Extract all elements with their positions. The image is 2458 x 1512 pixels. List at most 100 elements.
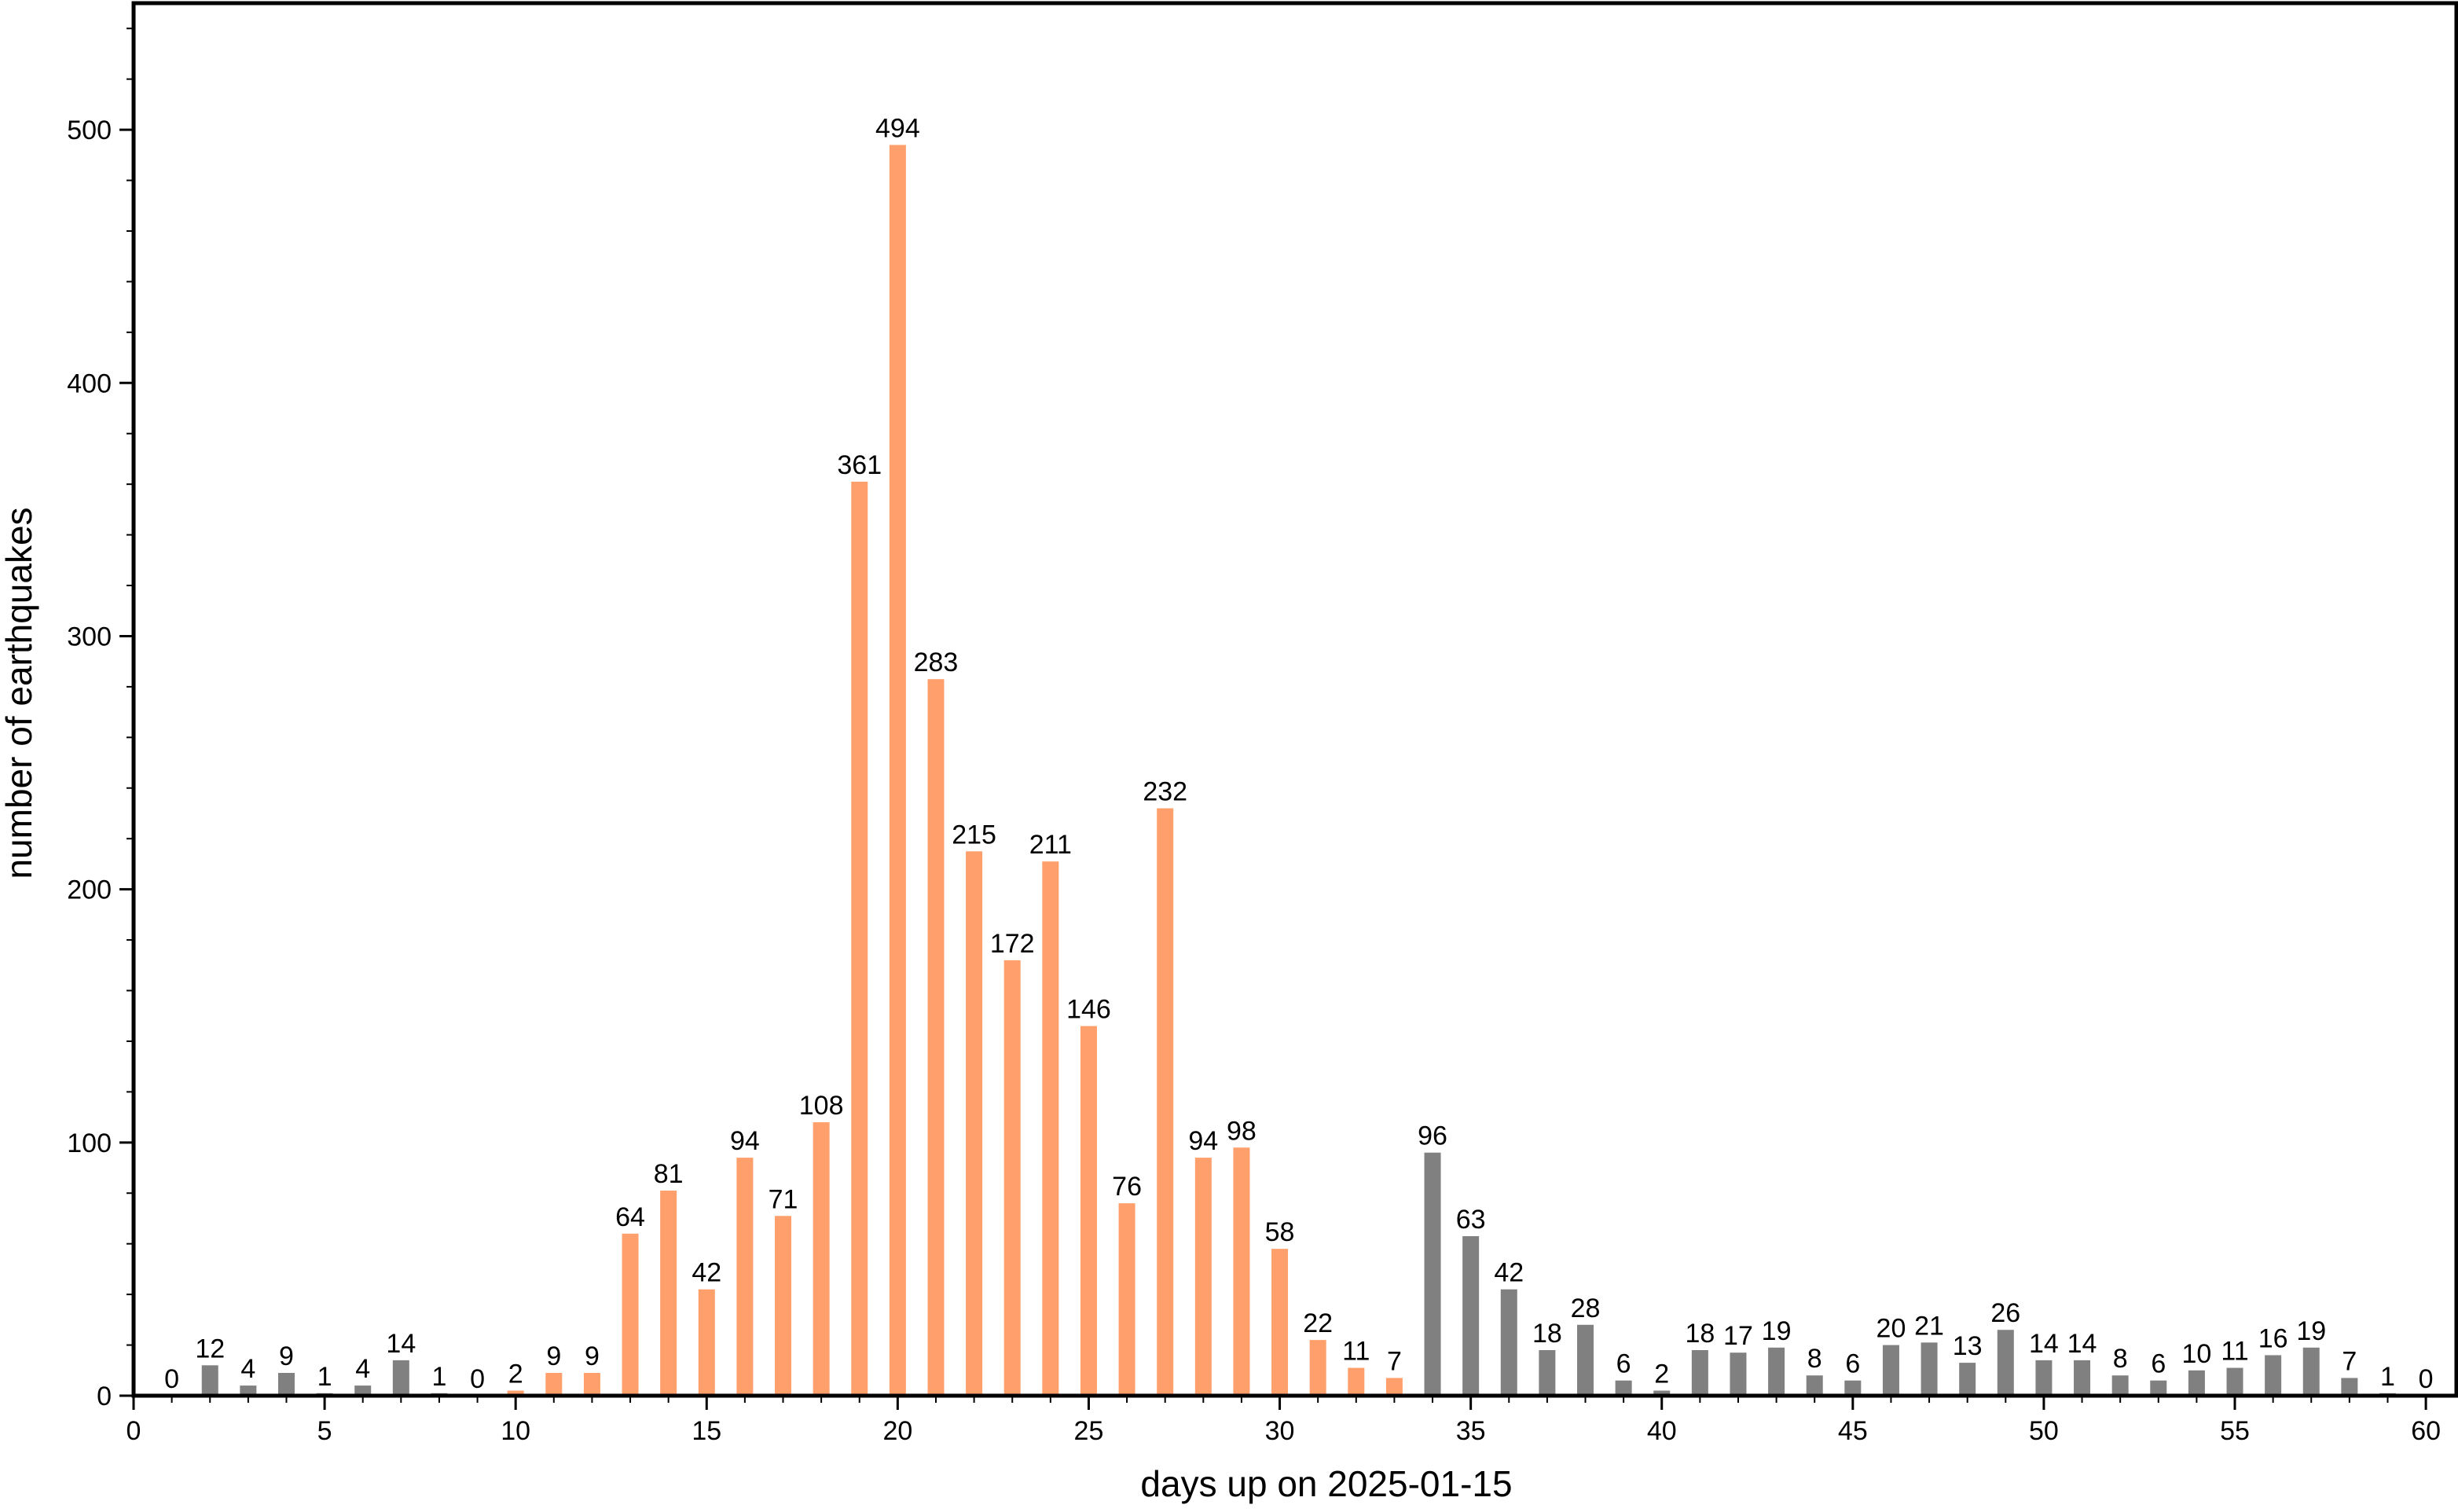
data-label-day-45: 6 [1845,1349,1860,1379]
data-label-day-23: 172 [990,929,1035,959]
y-tick-label: 400 [67,369,112,398]
bar-day-53 [2150,1380,2167,1396]
bar-day-16 [736,1158,754,1396]
bar-day-10 [507,1390,524,1396]
y-tick-label: 100 [67,1128,112,1158]
bar-day-33 [1385,1378,1403,1396]
data-label-day-15: 42 [692,1258,721,1288]
data-label-day-43: 19 [1762,1316,1792,1346]
data-label-day-33: 7 [1387,1346,1402,1376]
data-label-day-52: 8 [2113,1344,2128,1374]
bar-day-47 [1921,1342,1938,1396]
x-axis-title: days up on 2025-01-15 [1140,1463,1512,1504]
y-tick-label: 500 [67,116,112,145]
bar-day-26 [1118,1203,1135,1396]
bar-day-22 [966,851,983,1396]
bar-day-54 [2188,1370,2205,1396]
data-label-day-37: 18 [1532,1319,1562,1349]
data-label-day-36: 42 [1494,1258,1524,1288]
bar-day-20 [889,145,906,1396]
data-label-day-28: 94 [1188,1126,1218,1156]
data-label-day-38: 28 [1571,1294,1601,1323]
x-tick-label: 20 [882,1416,912,1446]
plot-frame [131,1,2458,1398]
data-label-day-46: 20 [1877,1314,1906,1344]
data-label-day-6: 4 [355,1354,370,1384]
x-tick-label: 60 [2411,1416,2441,1446]
bar-day-12 [583,1373,600,1396]
bar-day-56 [2265,1355,2282,1396]
bar-day-18 [813,1122,830,1396]
data-label-day-19: 361 [837,450,882,480]
y-tick-label: 0 [97,1382,112,1411]
bar-day-46 [1882,1345,1899,1396]
data-label-day-51: 14 [2067,1329,2097,1359]
data-label-day-42: 17 [1723,1321,1753,1351]
bar-day-44 [1806,1375,1823,1396]
bar-day-21 [927,679,945,1396]
bar-day-14 [660,1191,677,1396]
bar-day-13 [622,1233,639,1396]
data-label-day-30: 58 [1265,1217,1295,1247]
x-tick-label: 25 [1074,1416,1104,1446]
data-label-day-31: 22 [1303,1308,1333,1338]
bar-day-57 [2302,1347,2320,1396]
bar-day-49 [1997,1330,2014,1396]
data-label-day-25: 146 [1066,995,1111,1025]
bar-day-30 [1271,1249,1289,1396]
data-label-day-10: 2 [508,1360,523,1389]
data-label-day-55: 11 [2221,1337,2248,1367]
data-label-day-39: 6 [1616,1349,1631,1379]
bar-day-52 [2111,1375,2129,1396]
data-label-day-29: 98 [1227,1116,1257,1146]
y-tick-label: 300 [67,622,112,651]
bar-day-55 [2226,1367,2243,1396]
bar-day-34 [1424,1152,1441,1396]
data-label-day-53: 6 [2151,1349,2166,1379]
data-label-day-41: 18 [1685,1319,1715,1349]
bar-day-45 [1844,1380,1862,1396]
data-label-day-1: 0 [164,1364,179,1394]
bar-day-36 [1500,1289,1517,1396]
bar-day-29 [1233,1147,1250,1396]
bar-day-24 [1042,861,1059,1396]
bar-day-32 [1348,1367,1365,1396]
bar-day-19 [851,481,868,1396]
data-label-day-11: 9 [546,1341,561,1371]
data-label-day-18: 108 [799,1091,844,1121]
data-label-day-7: 14 [386,1329,416,1359]
x-tick-label: 45 [1838,1416,1868,1446]
bar-day-27 [1157,808,1174,1396]
data-label-day-20: 494 [875,113,920,143]
data-label-day-50: 14 [2029,1329,2059,1359]
data-label-day-49: 26 [1990,1298,2020,1328]
bar-day-17 [775,1216,792,1396]
bar-day-51 [2074,1360,2091,1396]
data-label-day-22: 215 [952,820,996,850]
data-label-day-13: 64 [615,1202,645,1232]
data-label-day-26: 76 [1112,1172,1142,1202]
data-label-day-48: 13 [1953,1331,1983,1361]
bars [201,145,2396,1396]
x-tick-label: 40 [1647,1416,1677,1446]
data-label-day-54: 10 [2181,1339,2211,1369]
bar-day-2 [201,1365,218,1396]
data-label-day-44: 8 [1807,1344,1822,1374]
x-tick-label: 10 [501,1416,530,1446]
y-tick-label: 200 [67,875,112,905]
x-tick-label: 35 [1456,1416,1486,1446]
bar-day-6 [354,1385,372,1396]
bar-day-43 [1768,1347,1785,1396]
data-label-day-32: 11 [1342,1337,1370,1367]
data-label-day-24: 211 [1029,830,1072,860]
data-label-day-12: 9 [585,1341,600,1371]
bar-day-38 [1577,1324,1594,1396]
data-label-day-27: 232 [1143,777,1187,807]
bar-day-28 [1194,1158,1212,1396]
data-label-day-16: 94 [730,1126,760,1156]
bar-day-31 [1309,1340,1326,1396]
data-label-day-4: 9 [279,1341,294,1371]
